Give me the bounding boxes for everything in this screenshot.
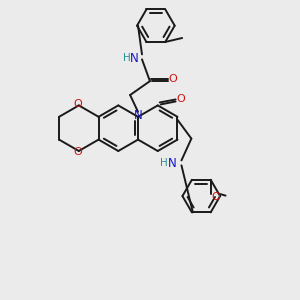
Text: O: O — [211, 192, 220, 202]
Text: N: N — [130, 52, 138, 65]
Text: H: H — [123, 53, 131, 63]
Text: O: O — [74, 148, 82, 158]
Text: N: N — [168, 157, 177, 170]
Text: O: O — [168, 74, 177, 84]
Text: O: O — [74, 99, 82, 109]
Text: H: H — [160, 158, 167, 168]
Text: N: N — [134, 109, 142, 122]
Text: O: O — [176, 94, 185, 104]
